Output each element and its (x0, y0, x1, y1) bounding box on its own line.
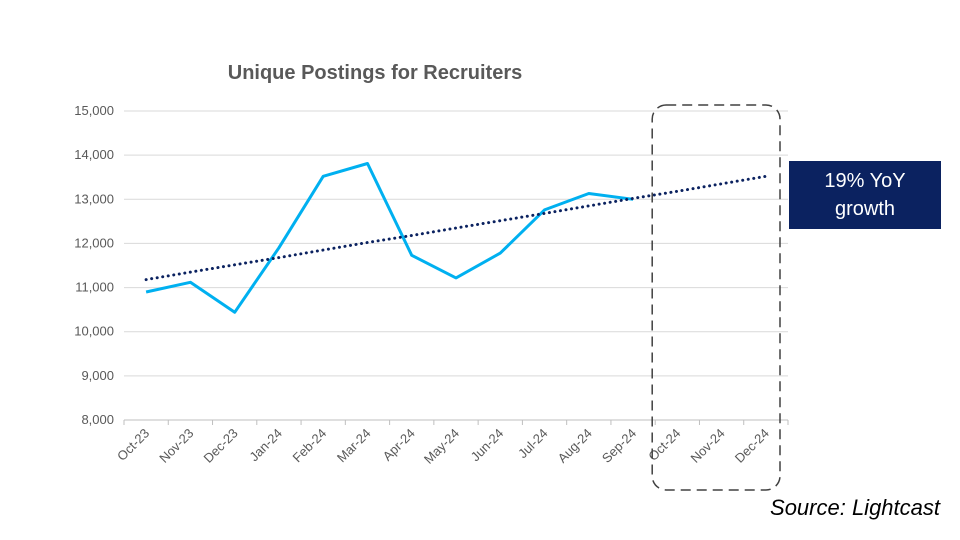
source-note: Source: Lightcast (770, 495, 940, 520)
y-tick-label: 13,000 (74, 191, 114, 206)
x-tick-label: Apr-24 (380, 426, 418, 464)
x-tick-label: May-24 (421, 426, 462, 467)
gridlines (124, 110, 788, 421)
x-tick-label: Jan-24 (246, 426, 285, 465)
x-tick-label: Sep-24 (599, 426, 639, 466)
x-tick-label: Jul-24 (515, 426, 551, 462)
x-tick-label: Nov-23 (156, 426, 196, 466)
x-tick-label: Nov-24 (687, 426, 727, 466)
x-tick-label: Jun-24 (468, 426, 507, 465)
y-axis-ticks: 8,000 9,000 10,000 11,000 12,000 13,000 14,000… (74, 103, 114, 427)
y-tick-label: 14,000 (74, 147, 114, 162)
x-tick-label: Aug-24 (555, 426, 595, 466)
chart-title: Unique Postings for Recruiters (227, 62, 523, 84)
yoy-growth-callout: 19% YoY growth (789, 161, 941, 229)
x-axis-ticks: Oct-23 Nov-23 Dec-23 Jan-24 Feb-24 Mar-24 Apr-… (114, 420, 789, 467)
y-tick-label: 9,000 (81, 368, 114, 383)
x-tick-label: Dec-23 (201, 426, 241, 466)
y-tick-label: 15,000 (74, 103, 114, 118)
series-group (144, 162, 768, 314)
y-tick-label: 12,000 (74, 235, 114, 250)
x-tick-label: Feb-24 (290, 426, 330, 466)
y-tick-label: 8,000 (81, 412, 114, 427)
forecast-highlight-box (651, 104, 781, 491)
x-tick-label: Oct-24 (645, 426, 683, 464)
x-tick-label: Mar-24 (334, 426, 374, 466)
x-tick-label: Dec-24 (732, 426, 772, 466)
y-tick-label: 11,000 (75, 280, 114, 295)
postings-line (145, 162, 634, 314)
x-tick-label: Oct-23 (114, 426, 152, 464)
y-tick-label: 10,000 (74, 324, 114, 339)
trendline (144, 174, 768, 282)
